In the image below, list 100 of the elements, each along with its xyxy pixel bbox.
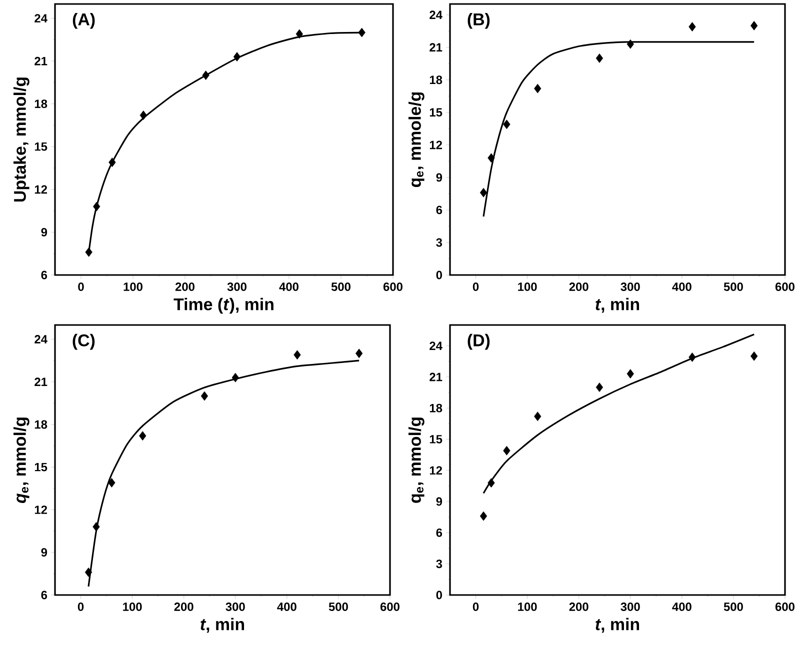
point bbox=[503, 446, 510, 456]
point bbox=[108, 478, 116, 488]
y-tick-label: 9 bbox=[436, 173, 442, 182]
point bbox=[84, 568, 92, 577]
x-tick-label: 100 bbox=[124, 282, 142, 291]
point bbox=[480, 188, 488, 198]
y-tick-label: 24 bbox=[34, 14, 48, 22]
annotation: (D) bbox=[468, 334, 490, 350]
y-tick-label: 12 bbox=[430, 140, 442, 150]
x-tick-label: 500 bbox=[328, 602, 348, 611]
y-tick-label: 12 bbox=[34, 185, 47, 194]
x-axis-title: t, min bbox=[596, 298, 640, 313]
x-tick-label: 500 bbox=[331, 282, 350, 291]
x-tick-label: 600 bbox=[775, 602, 794, 611]
y-tick-label: 21 bbox=[34, 378, 48, 386]
x-tick-label: 600 bbox=[380, 602, 400, 611]
x-tick-label: 0 bbox=[472, 282, 479, 291]
point bbox=[92, 522, 100, 532]
x-tick-label: 100 bbox=[123, 602, 142, 611]
point bbox=[503, 120, 510, 130]
y-tick-label: 12 bbox=[430, 466, 442, 475]
y-tick-label: 6 bbox=[436, 528, 442, 537]
point bbox=[200, 391, 208, 401]
point bbox=[596, 382, 604, 392]
y-tick-label: 21 bbox=[430, 43, 442, 52]
x-tick-label: 300 bbox=[226, 602, 245, 612]
point bbox=[488, 478, 495, 488]
y-axis-title: q$_{e}$, mmole/g bbox=[408, 92, 424, 188]
point bbox=[108, 158, 116, 168]
point bbox=[296, 29, 303, 39]
x-tick-label: 300 bbox=[620, 602, 640, 612]
y-tick-label: 15 bbox=[430, 435, 442, 444]
x-tick-label: 400 bbox=[672, 602, 692, 611]
point bbox=[626, 39, 634, 49]
x-tick-label: 100 bbox=[518, 602, 537, 611]
point bbox=[750, 20, 758, 30]
y-tick-label: 24 bbox=[34, 335, 48, 344]
annotation: (A) bbox=[72, 12, 95, 29]
y-tick-label: 24 bbox=[430, 10, 442, 20]
point bbox=[688, 352, 696, 362]
annotation: (C) bbox=[72, 334, 95, 350]
y-tick-label: 6 bbox=[41, 590, 48, 600]
x-tick-label: 100 bbox=[518, 282, 537, 291]
point bbox=[688, 22, 696, 32]
x-tick-label: 0 bbox=[472, 602, 479, 611]
point bbox=[139, 431, 146, 441]
x-axis-title: Time (t), min bbox=[174, 298, 274, 314]
point bbox=[232, 372, 239, 382]
y-tick-label: 18 bbox=[430, 76, 442, 84]
x-tick-label: 0 bbox=[78, 602, 84, 611]
point bbox=[534, 84, 542, 94]
x-tick-label: 600 bbox=[383, 282, 402, 291]
point bbox=[202, 70, 210, 80]
y-tick-label: 3 bbox=[436, 560, 442, 568]
point bbox=[596, 53, 604, 63]
x-tick-label: 600 bbox=[775, 282, 794, 291]
x-tick-label: 400 bbox=[279, 282, 298, 291]
point bbox=[140, 110, 147, 120]
x-tick-label: 400 bbox=[672, 282, 692, 291]
y-tick-label: 9 bbox=[41, 228, 48, 236]
x-tick-label: 500 bbox=[724, 602, 743, 611]
x-tick-label: 200 bbox=[569, 602, 588, 611]
y-tick-label: 18 bbox=[430, 404, 442, 412]
x-tick-label: 200 bbox=[569, 282, 588, 291]
y-tick-label: 21 bbox=[430, 372, 442, 382]
y-axis-title: q$_{e}$, mmol/g bbox=[13, 418, 30, 504]
x-tick-label: 500 bbox=[724, 282, 743, 291]
y-tick-label: 0 bbox=[436, 270, 442, 280]
point bbox=[534, 412, 542, 422]
point bbox=[93, 202, 100, 212]
y-tick-label: 9 bbox=[436, 497, 442, 506]
point bbox=[358, 28, 366, 38]
y-tick-label: 15 bbox=[34, 142, 48, 151]
y-tick-label: 21 bbox=[34, 56, 48, 66]
x-tick-label: 300 bbox=[620, 282, 640, 292]
point bbox=[233, 52, 241, 62]
y-tick-label: 15 bbox=[430, 108, 442, 117]
y-axis-title: q$_{e}$, mmol/g bbox=[408, 418, 424, 503]
point bbox=[480, 511, 488, 521]
y-tick-label: 6 bbox=[436, 206, 442, 214]
point bbox=[356, 348, 363, 358]
x-tick-label: 200 bbox=[175, 282, 194, 291]
y-tick-label: 18 bbox=[34, 100, 48, 108]
x-axis-title: t, min bbox=[596, 618, 640, 633]
x-tick-label: 400 bbox=[277, 602, 296, 611]
annotation: (B) bbox=[468, 12, 490, 29]
y-axis-title: Uptake, mmol/g bbox=[13, 78, 30, 202]
line-series bbox=[482, 41, 755, 218]
x-tick-label: 300 bbox=[227, 282, 246, 292]
y-tick-label: 9 bbox=[41, 548, 48, 557]
y-tick-label: 15 bbox=[34, 462, 48, 472]
y-tick-label: 6 bbox=[41, 270, 48, 280]
y-tick-label: 24 bbox=[430, 342, 442, 350]
point bbox=[85, 247, 92, 257]
x-tick-label: 0 bbox=[78, 282, 84, 291]
y-tick-label: 0 bbox=[436, 590, 442, 600]
point bbox=[626, 369, 634, 379]
x-axis-title: t, min bbox=[200, 618, 244, 633]
point bbox=[294, 350, 301, 360]
y-tick-label: 3 bbox=[436, 238, 442, 247]
